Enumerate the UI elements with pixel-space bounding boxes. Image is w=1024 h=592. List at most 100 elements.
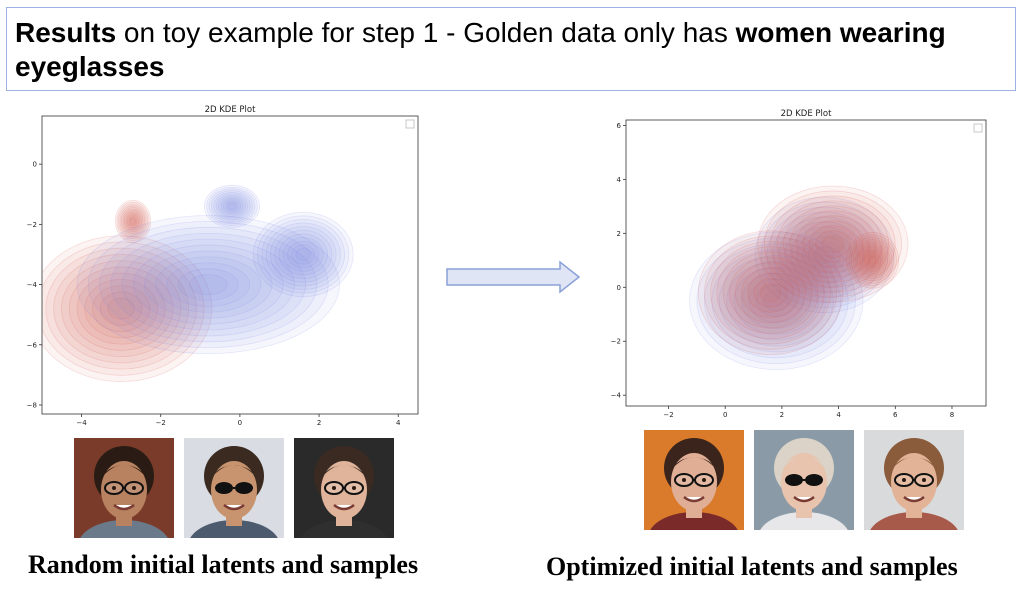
face-sample-3	[294, 438, 394, 538]
x-tick-label: 8	[950, 411, 954, 419]
kde-contour	[754, 196, 895, 314]
y-tick-label: −4	[27, 281, 38, 289]
kde-contour	[132, 244, 284, 325]
kde-contour	[116, 201, 150, 242]
x-tick-label: 4	[836, 411, 841, 419]
kde-contour	[821, 235, 845, 253]
kde-contour	[215, 193, 249, 219]
chart-title: 2D KDE Plot	[205, 105, 257, 115]
kde-contour	[122, 208, 144, 234]
kde-contour	[852, 239, 893, 282]
x-tick-label: 2	[780, 411, 784, 419]
kde-contour	[177, 268, 239, 301]
kde-contour	[291, 244, 316, 265]
title-box: Results on toy example for step 1 - Gold…	[6, 7, 1016, 91]
portrait-icon	[74, 438, 174, 538]
kde-contour	[763, 190, 903, 298]
y-tick-label: −4	[611, 392, 622, 400]
kde-contour	[206, 186, 258, 227]
kde-contour	[92, 285, 151, 333]
axes-frame	[625, 119, 987, 407]
kde-contour	[757, 185, 909, 303]
kde-contour	[117, 203, 149, 240]
kde-contour	[783, 205, 883, 283]
kde-contour	[866, 253, 879, 268]
kde-contour	[759, 283, 782, 303]
kde-series-2	[697, 185, 909, 356]
kde-contour	[755, 284, 797, 317]
kde-contour	[753, 278, 788, 308]
x-tick-label: 4	[396, 419, 401, 427]
kde-contour	[760, 201, 889, 309]
kde-contour	[87, 220, 329, 349]
title-middle: on toy example for step 1 - Golden data …	[116, 17, 736, 48]
face-sample-2	[754, 430, 854, 530]
kde-contour	[220, 197, 244, 216]
kde-contour	[127, 214, 140, 229]
kde-contour	[696, 237, 856, 365]
x-tick-label: 6	[893, 411, 898, 419]
kde-contour	[861, 248, 884, 272]
kde-contour	[121, 207, 146, 236]
y-tick-label: −2	[611, 338, 621, 346]
kde-contour	[766, 206, 883, 304]
y-tick-label: −8	[27, 401, 37, 409]
kde-contour	[278, 233, 328, 276]
kde-plot-optimized: 2D KDE Plot −2 0 2 4 6 8 6 4 2 0 −2 −4	[611, 109, 987, 419]
kde-contour	[269, 226, 337, 283]
kde-contour	[68, 266, 174, 351]
kde-contour	[859, 246, 886, 275]
kde-contour	[213, 192, 251, 221]
portrait-icon	[184, 438, 284, 538]
kde-contour	[265, 222, 341, 287]
kde-contour	[53, 254, 190, 364]
kde-contour	[848, 234, 897, 287]
kde-contour	[796, 231, 853, 279]
x-tick-label: 0	[723, 411, 727, 419]
kde-contour	[143, 250, 273, 319]
kde-contour	[814, 246, 835, 264]
x-tick-label: −2	[156, 419, 166, 427]
portrait-icon	[294, 438, 394, 538]
kde-contour	[210, 190, 254, 223]
kde-contour	[770, 195, 896, 293]
kde-contour	[778, 216, 871, 294]
kde-contour	[282, 237, 324, 272]
kde-contour	[225, 201, 239, 212]
title-bold-subject: women wearing eyeglasses	[15, 17, 946, 82]
kde-contour	[125, 212, 141, 231]
kde-contour	[208, 188, 256, 225]
kde-contour	[76, 215, 340, 355]
kde-contour	[802, 220, 864, 268]
right-arrow-icon	[446, 260, 581, 294]
face-samples-optimized	[644, 430, 964, 530]
y-tick-label: 0	[33, 161, 37, 169]
kde-contour	[703, 243, 849, 359]
kde-contour	[802, 236, 847, 274]
portrait-icon	[644, 430, 744, 530]
kde-contour	[45, 247, 197, 370]
kde-contour	[203, 184, 261, 228]
kde-series-1	[689, 196, 895, 370]
kde-contour	[741, 267, 800, 318]
kde-contour	[130, 217, 136, 225]
kde-contour	[710, 240, 831, 345]
kde-contour	[110, 232, 307, 337]
y-tick-label: 4	[617, 176, 622, 184]
face-sample-3	[864, 430, 964, 530]
caption-optimized: Optimized initial latents and samples	[546, 552, 958, 581]
portrait-icon	[864, 430, 964, 530]
page-title: Results on toy example for step 1 - Gold…	[15, 16, 1005, 84]
kde-contour	[741, 272, 812, 329]
kde-contour	[295, 247, 311, 261]
kde-contour	[61, 260, 182, 358]
kde-contour	[864, 251, 882, 270]
kde-contour	[857, 243, 888, 277]
kde-contour	[716, 246, 825, 340]
kde-contour	[734, 262, 807, 324]
axes-frame	[41, 115, 419, 415]
kde-contour	[188, 274, 228, 295]
kde-contour	[790, 226, 859, 284]
kde-contour	[726, 261, 827, 341]
kde-contour	[697, 230, 844, 356]
